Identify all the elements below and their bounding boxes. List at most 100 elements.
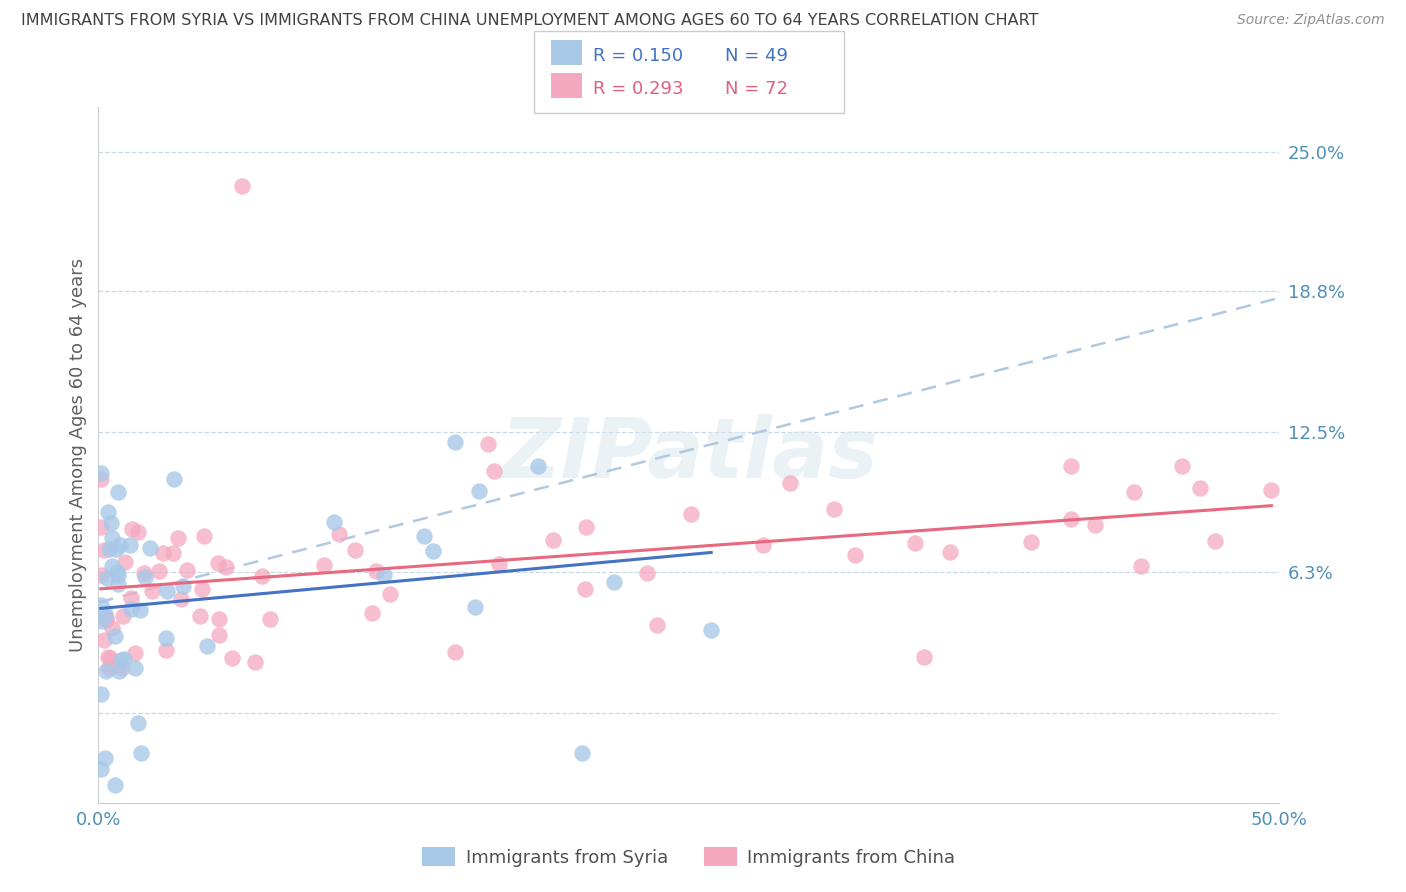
Point [112,609,135,624]
Point [110,538,132,552]
Point [752,537,775,551]
Point [118,538,141,552]
Point [221,650,243,665]
Point [91,615,114,629]
Y-axis label: Unemployment Among Ages 60 to 64 years: Unemployment Among Ages 60 to 64 years [69,258,87,652]
Point [215,560,238,574]
Point [571,747,593,761]
Point [482,464,505,478]
Point [467,483,489,498]
Point [114,651,136,665]
Point [101,621,124,635]
Point [207,556,229,570]
Point [134,566,156,580]
Point [104,778,127,792]
Point [1059,512,1081,526]
Point [1084,517,1107,532]
Text: R = 0.293: R = 0.293 [593,80,683,98]
Point [107,484,129,499]
Text: ZIPatlas: ZIPatlas [501,415,877,495]
Point [110,653,132,667]
Point [939,545,962,559]
Point [344,542,367,557]
Point [231,178,253,193]
Point [94,751,117,765]
Point [360,607,382,621]
Point [364,564,387,578]
Point [100,516,122,530]
Point [108,664,131,678]
Point [250,569,273,583]
Point [134,570,156,584]
Point [259,612,281,626]
Legend: Immigrants from Syria, Immigrants from China: Immigrants from Syria, Immigrants from C… [415,840,963,874]
Point [1188,481,1211,495]
Point [110,661,132,675]
Point [101,531,124,545]
Point [155,643,177,657]
Point [190,609,212,624]
Point [107,567,129,582]
Point [1019,534,1042,549]
Point [1171,459,1194,474]
Point [104,629,127,643]
Point [779,475,801,490]
Point [373,568,395,582]
Point [124,661,146,675]
Point [96,611,118,625]
Point [155,632,177,646]
Point [823,502,845,516]
Point [90,599,112,613]
Point [148,564,170,578]
Point [105,541,128,556]
Point [636,566,658,580]
Point [163,472,186,486]
Point [120,602,142,616]
Point [904,535,927,549]
Point [131,747,153,761]
Text: N = 72: N = 72 [725,80,789,98]
Point [1130,559,1153,574]
Point [94,664,117,678]
Point [1260,483,1282,497]
Point [155,583,177,598]
Point [107,576,129,591]
Point [488,557,510,571]
Point [681,508,703,522]
Point [90,472,112,486]
Point [141,584,163,599]
Point [94,607,117,621]
Point [464,600,486,615]
Point [574,582,596,597]
Point [90,568,112,582]
Text: Source: ZipAtlas.com: Source: ZipAtlas.com [1237,13,1385,28]
Point [162,546,184,560]
Point [575,520,598,534]
Point [98,542,121,557]
Point [114,555,136,569]
Point [195,639,218,653]
Point [170,592,193,607]
Point [526,458,548,473]
Point [100,559,122,574]
Point [378,587,401,601]
Point [422,544,444,558]
Point [139,541,162,555]
Point [90,467,112,481]
Point [105,566,128,580]
Point [93,542,115,557]
Point [208,612,231,626]
Point [90,762,112,776]
Point [412,529,434,543]
Point [127,525,149,540]
Point [127,715,149,730]
Point [124,646,146,660]
Point [312,558,335,572]
Point [193,529,215,543]
Point [93,632,115,647]
Point [700,624,723,638]
Text: IMMIGRANTS FROM SYRIA VS IMMIGRANTS FROM CHINA UNEMPLOYMENT AMONG AGES 60 TO 64 : IMMIGRANTS FROM SYRIA VS IMMIGRANTS FROM… [21,13,1039,29]
Point [1060,458,1083,473]
Point [603,575,626,590]
Point [1123,485,1146,500]
